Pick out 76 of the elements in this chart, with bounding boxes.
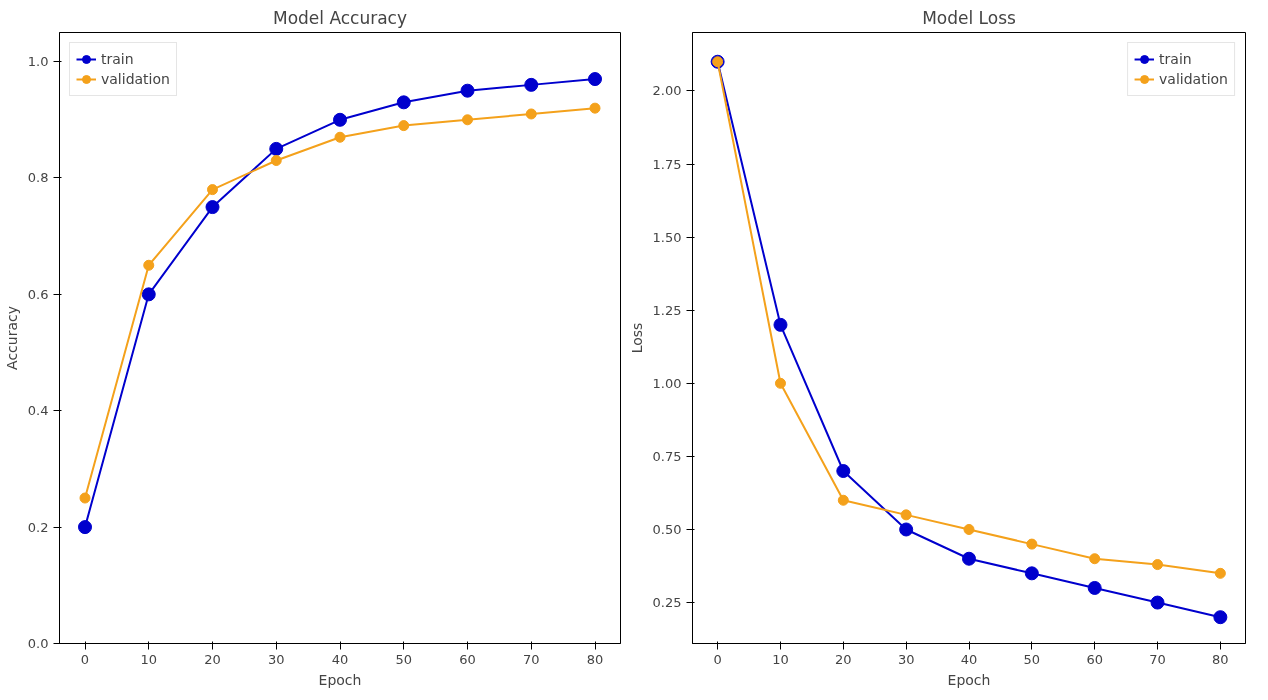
x-tick-label: 60 (1086, 651, 1103, 667)
point (143, 259, 155, 271)
x-tick-label: 80 (586, 651, 604, 667)
point (398, 120, 410, 132)
point (899, 522, 914, 537)
x-tick-label: 80 (1212, 651, 1229, 667)
point (962, 551, 976, 566)
point (396, 95, 411, 110)
legend-label: train (1159, 51, 1192, 67)
point (773, 317, 788, 332)
point (270, 155, 282, 167)
x-tick-label: 40 (331, 651, 349, 667)
y-tick-label: 0.8 (27, 170, 49, 186)
x-tick-label: 30 (897, 651, 915, 667)
legend-label: validation (101, 71, 170, 87)
y-tick-label: 0.50 (652, 521, 682, 537)
y-tick-label: 0.4 (27, 403, 49, 419)
y-axis-title: Loss (628, 322, 645, 354)
chart-title: Model Accuracy (272, 7, 408, 28)
y-tick-label: 0.0 (27, 636, 49, 651)
point (205, 200, 220, 215)
x-tick-label: 60 (459, 651, 476, 667)
point (774, 377, 786, 389)
point (1150, 595, 1165, 610)
y-tick-label: 0.25 (652, 595, 682, 611)
point (1089, 553, 1101, 565)
point (1026, 538, 1038, 550)
point (963, 524, 975, 535)
point (524, 77, 539, 92)
y-tick-label: 1.25 (652, 302, 682, 318)
point (207, 184, 218, 196)
point (78, 520, 92, 535)
y-tick-label: 1.50 (652, 229, 682, 245)
x-tick-label: 50 (1023, 651, 1041, 667)
chart-title: Model Loss (922, 7, 1017, 28)
point (462, 114, 473, 126)
y-tick-label: 1.00 (652, 375, 682, 391)
x-tick-label: 70 (1149, 651, 1166, 667)
point (141, 287, 156, 302)
point (1087, 580, 1102, 595)
x-axis-title: Epoch (318, 671, 362, 688)
point (588, 72, 602, 87)
point (334, 131, 346, 143)
point (836, 464, 851, 478)
x-tick-label: 70 (522, 651, 540, 667)
point (837, 494, 849, 506)
point (269, 141, 284, 156)
point (460, 83, 475, 98)
x-axis-title: Epoch (947, 671, 991, 688)
y-tick-label: 0.75 (652, 448, 682, 464)
x-tick-label: 20 (835, 651, 852, 667)
x-tick-label: 20 (204, 651, 221, 667)
y-tick-label: 2.00 (652, 83, 682, 99)
y-tick-label: 1.75 (652, 156, 682, 172)
y-axis-title: Accuracy (3, 306, 20, 370)
point (333, 112, 347, 127)
x-tick-label: 0 (80, 651, 90, 667)
point (1024, 566, 1039, 581)
x-tick-label: 10 (772, 651, 789, 667)
x-tick-label: 30 (267, 651, 285, 667)
y-tick-label: 0.2 (27, 519, 49, 535)
point (1213, 610, 1228, 625)
point (589, 102, 601, 114)
x-tick-label: 10 (140, 651, 158, 667)
legend-label: validation (1159, 71, 1228, 87)
x-tick-label: 40 (960, 651, 978, 667)
legend-label: train (101, 51, 134, 67)
y-tick-label: 1.0 (27, 54, 49, 70)
point (900, 509, 912, 521)
point (1214, 567, 1226, 579)
point (1152, 559, 1164, 571)
point (525, 108, 537, 120)
point (79, 492, 91, 504)
y-tick-label: 0.6 (27, 286, 49, 302)
x-tick-label: 50 (395, 651, 413, 667)
x-tick-label: 0 (713, 651, 722, 667)
